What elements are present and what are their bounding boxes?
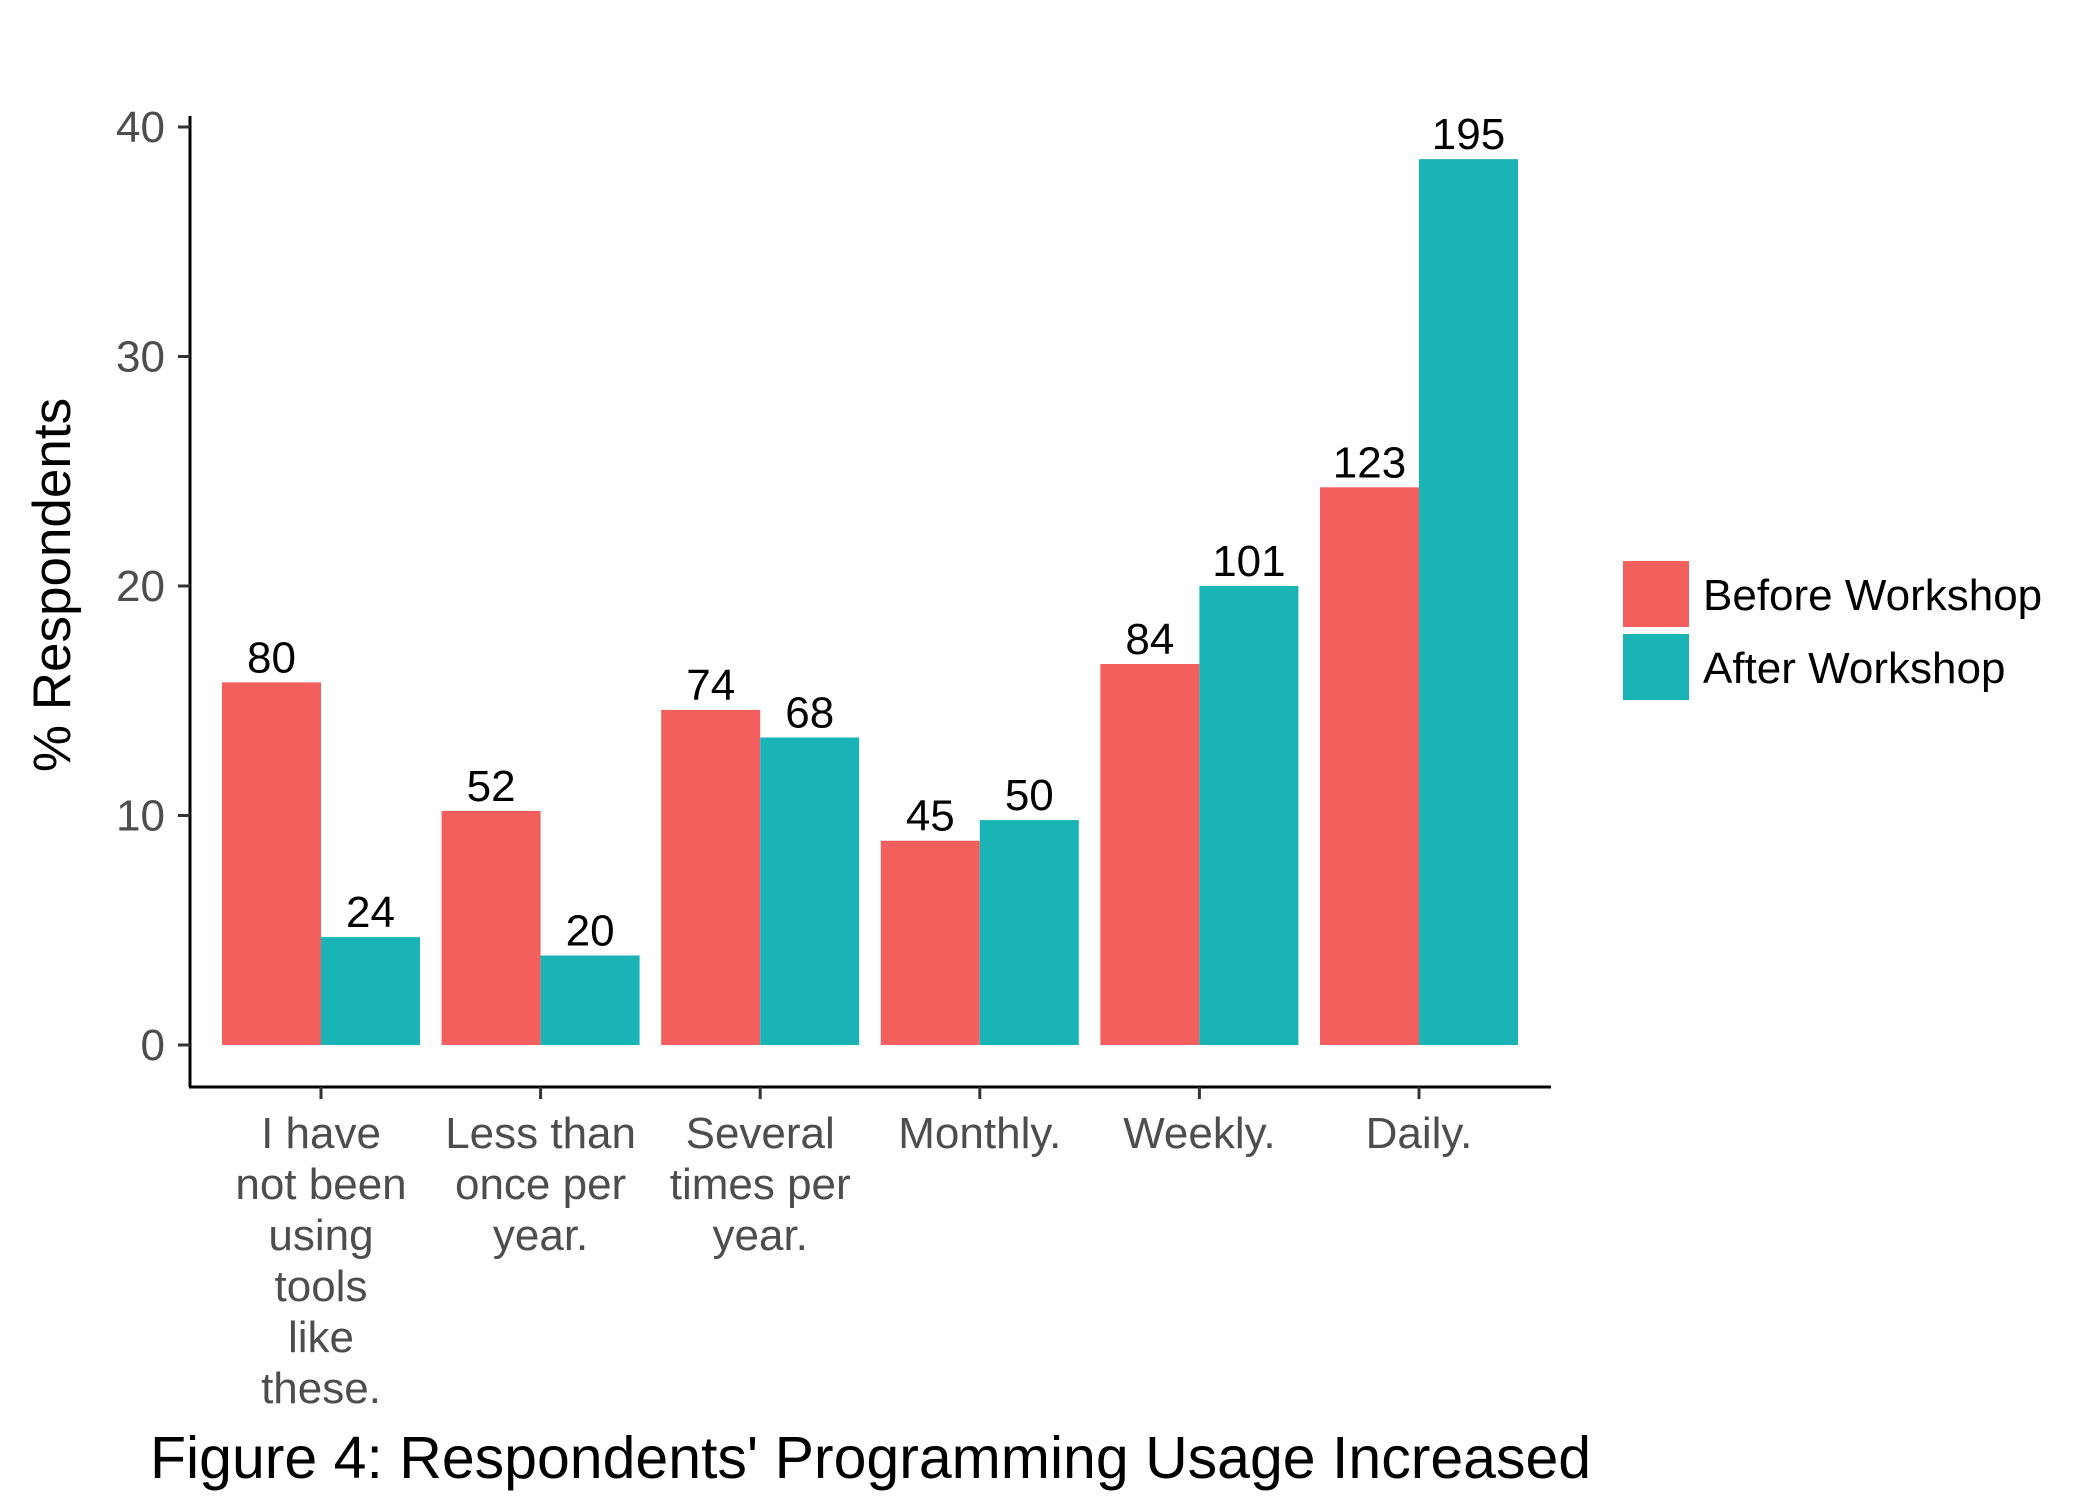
legend-label-after: After Workshop <box>1703 644 2005 693</box>
axes-layer <box>188 116 1551 1089</box>
bar-before-4 <box>1100 664 1200 1045</box>
y-axis-title: % Respondents <box>23 398 82 772</box>
y-tick-label-10: 10 <box>116 792 165 841</box>
bar-before-5 <box>1320 487 1419 1045</box>
data-label-before-5: 123 <box>1333 438 1406 487</box>
legend-label-before: Before Workshop <box>1703 571 2042 620</box>
bar-after-2 <box>760 737 860 1045</box>
data-label-before-3: 45 <box>906 792 955 841</box>
data-label-before-4: 84 <box>1125 615 1174 664</box>
y-tick-label-30: 30 <box>116 333 165 382</box>
bar-before-3 <box>880 840 980 1045</box>
data-label-before-0: 80 <box>247 633 296 682</box>
bar-before-1 <box>441 810 541 1045</box>
figure-caption: Figure 4: Respondents' Programming Usage… <box>150 1425 1591 1491</box>
data-label-after-5: 195 <box>1432 110 1505 159</box>
category-label-1: Less than once per year. <box>445 1109 636 1260</box>
legend: Before Workshop After Workshop <box>1623 561 2042 700</box>
y-tick-label-40: 40 <box>116 103 165 152</box>
data-labels-layer: 80 52 74 45 84 123 24 20 68 50 101 195 <box>247 110 1505 955</box>
bar-after-5 <box>1419 159 1518 1045</box>
data-label-after-3: 50 <box>1005 771 1054 820</box>
data-label-after-1: 20 <box>566 906 615 955</box>
bar-after-1 <box>540 955 640 1045</box>
category-label-4: Weekly. <box>1123 1109 1275 1158</box>
bars-layer <box>222 159 1518 1045</box>
legend-swatch-before <box>1623 561 1689 627</box>
y-ticks-layer: 0 10 20 30 40 <box>116 103 190 1070</box>
data-label-after-2: 68 <box>785 688 834 737</box>
bar-after-4 <box>1199 586 1299 1045</box>
category-label-5: Daily. <box>1366 1109 1473 1158</box>
bar-after-0 <box>321 937 420 1045</box>
data-label-after-4: 101 <box>1212 537 1285 586</box>
bar-before-0 <box>222 682 321 1045</box>
bar-after-3 <box>979 820 1079 1045</box>
x-ticks-layer: I have not been using tools like these. Less t… <box>235 1087 1472 1413</box>
y-tick-label-20: 20 <box>116 562 165 611</box>
category-label-3: Monthly. <box>898 1109 1061 1158</box>
y-tick-label-0: 0 <box>141 1021 165 1070</box>
data-label-before-2: 74 <box>686 661 735 710</box>
category-label-0: I have not been using tools like these. <box>235 1109 406 1413</box>
data-label-before-1: 52 <box>467 762 516 811</box>
bar-before-2 <box>661 709 761 1045</box>
legend-swatch-after <box>1623 634 1689 700</box>
category-label-2: Several times per year. <box>670 1109 851 1260</box>
data-label-after-0: 24 <box>346 888 395 937</box>
